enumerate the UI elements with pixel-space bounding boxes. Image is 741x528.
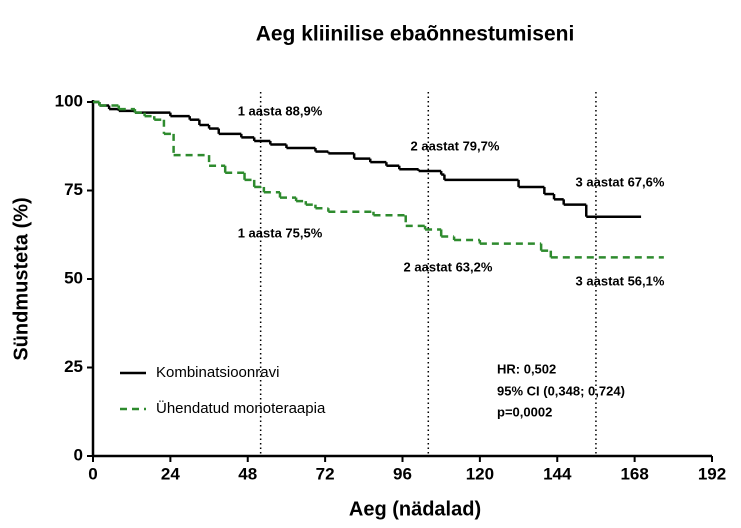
annotation: 3 aastat 67,6% [576, 174, 665, 189]
annotation: 1 aasta 88,9% [238, 103, 323, 118]
x-tick-label: 144 [543, 464, 572, 483]
chart-title: Aeg kliinilise ebaõnnestumiseni [256, 23, 575, 46]
y-tick-label: 50 [64, 268, 83, 287]
y-tick-label: 25 [64, 357, 83, 376]
annotation: 2 aastat 79,7% [411, 138, 500, 153]
x-tick-label: 0 [88, 464, 97, 483]
x-tick-label: 24 [161, 464, 180, 483]
annotation: 2 aastat 63,2% [404, 259, 493, 274]
x-tick-label: 120 [466, 464, 494, 483]
x-tick-label: 48 [238, 464, 257, 483]
y-tick-label: 0 [74, 445, 83, 464]
x-axis-label: Aeg (nädalad) [349, 498, 481, 520]
legend-label: Kombinatsioonravi [156, 364, 279, 381]
annotation: p=0,0002 [497, 404, 552, 419]
annotation: 1 aasta 75,5% [238, 225, 323, 240]
x-tick-label: 72 [316, 464, 335, 483]
annotation: 95% CI (0,348; 0,724) [497, 383, 625, 398]
y-tick-label: 75 [64, 180, 83, 199]
x-tick-label: 168 [620, 464, 648, 483]
x-tick-label: 96 [393, 464, 412, 483]
annotation: 3 aastat 56,1% [576, 273, 665, 288]
x-tick-label: 192 [698, 464, 726, 483]
annotation: HR: 0,502 [497, 361, 556, 376]
y-tick-label: 100 [55, 91, 83, 110]
legend-label: Ühendatud monoteraapia [156, 399, 326, 417]
y-axis-label: Sündmusteta (%) [10, 197, 32, 360]
